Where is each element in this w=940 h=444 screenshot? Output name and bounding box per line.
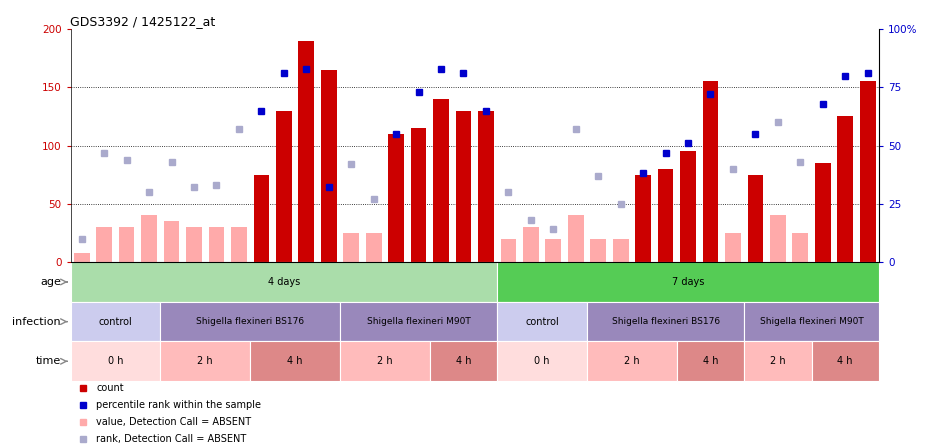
Text: Shigella flexineri BS176: Shigella flexineri BS176 [196, 317, 305, 326]
Bar [164, 221, 180, 262]
Text: percentile rank within the sample: percentile rank within the sample [97, 400, 261, 410]
Bar [500, 239, 516, 262]
Text: rank, Detection Call = ABSENT: rank, Detection Call = ABSENT [97, 434, 246, 444]
Text: count: count [97, 384, 124, 393]
Bar [702, 81, 718, 262]
Bar [545, 239, 561, 262]
Bar [497, 341, 587, 381]
Bar [161, 302, 340, 341]
Bar [96, 227, 112, 262]
Bar [860, 81, 875, 262]
Bar [433, 99, 449, 262]
Bar [568, 215, 584, 262]
Bar [838, 116, 854, 262]
Bar [321, 70, 337, 262]
Text: time: time [36, 356, 61, 366]
Bar [411, 128, 427, 262]
Bar [70, 262, 497, 302]
Bar [70, 302, 161, 341]
Text: 4 h: 4 h [456, 356, 471, 366]
Bar [141, 215, 157, 262]
Bar [254, 174, 269, 262]
Bar [430, 341, 497, 381]
Text: Shigella flexineri BS176: Shigella flexineri BS176 [612, 317, 720, 326]
Bar [456, 111, 471, 262]
Bar [744, 302, 879, 341]
Text: value, Detection Call = ABSENT: value, Detection Call = ABSENT [97, 417, 252, 428]
Bar [747, 174, 763, 262]
Bar [161, 341, 250, 381]
Bar [209, 227, 225, 262]
Bar [725, 233, 741, 262]
Bar [366, 233, 382, 262]
Text: 0 h: 0 h [534, 356, 550, 366]
Bar [70, 341, 161, 381]
Bar [677, 341, 744, 381]
Text: Shigella flexineri M90T: Shigella flexineri M90T [760, 317, 864, 326]
Text: 2 h: 2 h [770, 356, 786, 366]
Bar [681, 151, 696, 262]
Text: age: age [39, 277, 61, 287]
Bar [276, 111, 291, 262]
Bar [523, 227, 539, 262]
Bar [792, 233, 808, 262]
Text: 4 days: 4 days [268, 277, 300, 287]
Bar [658, 169, 673, 262]
Bar [250, 341, 340, 381]
Text: 4 h: 4 h [703, 356, 718, 366]
Bar [613, 239, 629, 262]
Text: control: control [99, 317, 133, 327]
Text: 2 h: 2 h [197, 356, 213, 366]
Bar [497, 262, 879, 302]
Bar [587, 341, 677, 381]
Bar [811, 341, 879, 381]
Text: 2 h: 2 h [377, 356, 393, 366]
Bar [343, 233, 359, 262]
Text: 2 h: 2 h [624, 356, 640, 366]
Bar [744, 341, 811, 381]
Bar [74, 253, 89, 262]
Text: infection: infection [12, 317, 61, 327]
Bar [118, 227, 134, 262]
Bar [340, 302, 497, 341]
Bar [388, 134, 404, 262]
Text: 0 h: 0 h [108, 356, 123, 366]
Text: control: control [525, 317, 559, 327]
Bar [186, 227, 202, 262]
Bar [231, 227, 247, 262]
Text: 4 h: 4 h [838, 356, 853, 366]
Bar [298, 40, 314, 262]
Text: GDS3392 / 1425122_at: GDS3392 / 1425122_at [70, 15, 216, 28]
Bar [770, 215, 786, 262]
Text: Shigella flexineri M90T: Shigella flexineri M90T [367, 317, 470, 326]
Bar [340, 341, 430, 381]
Text: 7 days: 7 days [672, 277, 704, 287]
Bar [497, 302, 587, 341]
Bar [478, 111, 494, 262]
Bar [815, 163, 831, 262]
Bar [587, 302, 744, 341]
Text: 4 h: 4 h [288, 356, 303, 366]
Bar [590, 239, 606, 262]
Bar [635, 174, 651, 262]
